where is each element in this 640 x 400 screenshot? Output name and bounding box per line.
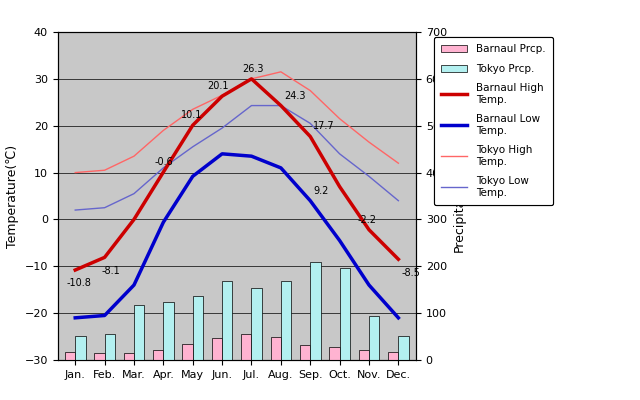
- Text: -0.6: -0.6: [154, 157, 173, 167]
- Bar: [76, 336, 86, 360]
- Bar: [369, 316, 380, 360]
- Bar: [65, 352, 76, 360]
- Bar: [222, 281, 232, 360]
- Text: -8.5: -8.5: [401, 268, 420, 278]
- Bar: [300, 344, 310, 360]
- Bar: [153, 350, 163, 360]
- Bar: [398, 336, 409, 360]
- Y-axis label: Temperature(℃): Temperature(℃): [6, 144, 19, 248]
- Bar: [163, 302, 173, 360]
- Bar: [94, 353, 104, 360]
- Text: 20.1: 20.1: [207, 81, 229, 91]
- Bar: [241, 334, 252, 360]
- Text: 24.3: 24.3: [284, 90, 305, 100]
- Legend: Barnaul Prcp., Tokyo Prcp., Barnaul High
Temp., Barnaul Low
Temp., Tokyo High
Te: Barnaul Prcp., Tokyo Prcp., Barnaul High…: [434, 37, 552, 205]
- Bar: [212, 338, 222, 360]
- Text: -10.8: -10.8: [67, 278, 92, 288]
- Bar: [124, 354, 134, 360]
- Text: 17.7: 17.7: [313, 122, 335, 132]
- Bar: [330, 347, 340, 360]
- Text: 9.2: 9.2: [313, 186, 328, 196]
- Bar: [310, 262, 321, 360]
- Text: 10.1: 10.1: [181, 110, 202, 120]
- Text: 26.3: 26.3: [243, 64, 264, 74]
- Bar: [340, 268, 350, 360]
- Text: -8.1: -8.1: [102, 266, 120, 276]
- Bar: [182, 344, 193, 360]
- Bar: [388, 352, 398, 360]
- Bar: [271, 336, 281, 360]
- Bar: [193, 296, 203, 360]
- Bar: [252, 288, 262, 360]
- Bar: [104, 334, 115, 360]
- Y-axis label: Precipitation(mm): Precipitation(mm): [452, 140, 465, 252]
- Bar: [134, 305, 144, 360]
- Bar: [358, 350, 369, 360]
- Text: -2.2: -2.2: [357, 215, 376, 225]
- Bar: [281, 281, 291, 360]
